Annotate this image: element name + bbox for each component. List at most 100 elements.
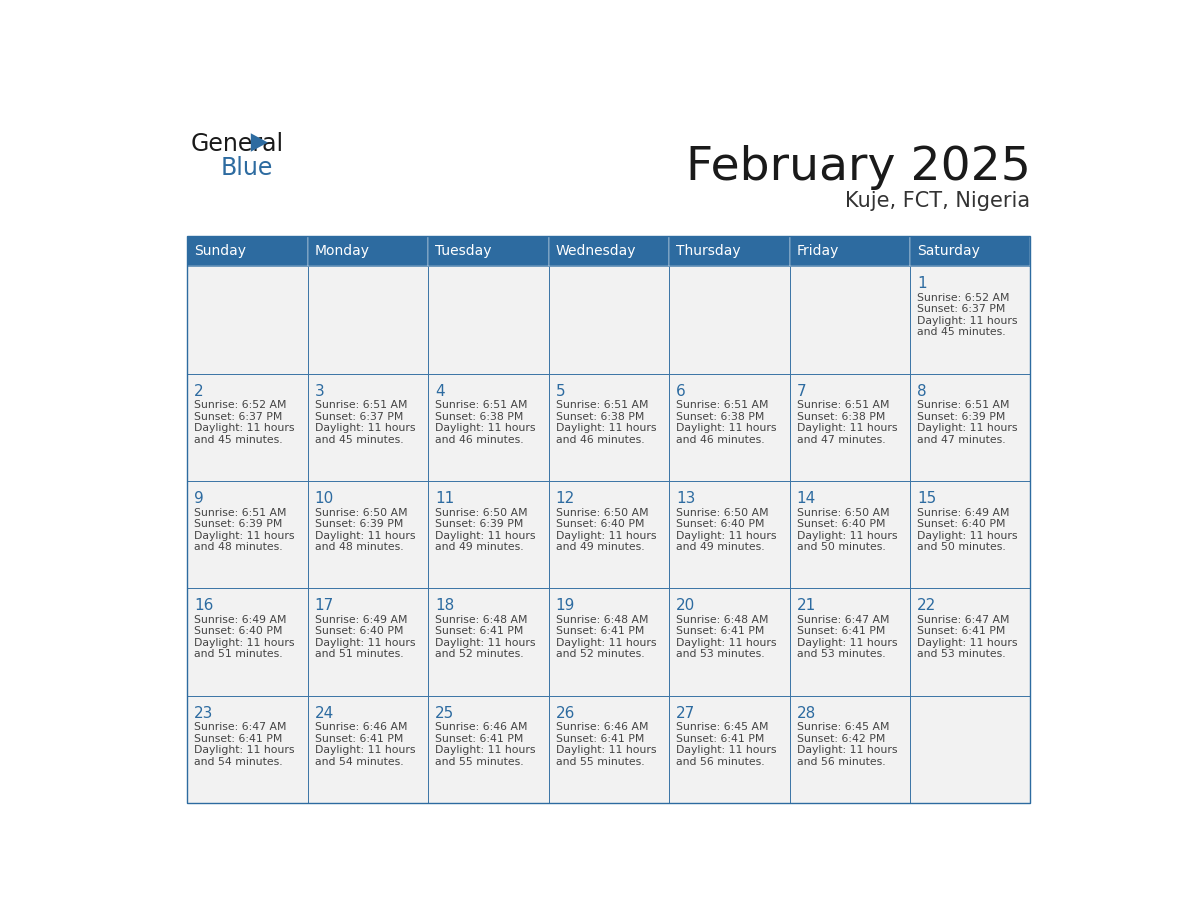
Text: Sunrise: 6:46 AM: Sunrise: 6:46 AM [315,722,407,733]
Text: 20: 20 [676,599,695,613]
Text: Sunrise: 6:50 AM: Sunrise: 6:50 AM [676,508,769,518]
Text: Sunset: 6:41 PM: Sunset: 6:41 PM [796,626,885,636]
Text: Wednesday: Wednesday [556,244,637,258]
Text: Sunset: 6:39 PM: Sunset: 6:39 PM [315,519,403,529]
Text: Sunset: 6:38 PM: Sunset: 6:38 PM [676,412,764,421]
Text: Daylight: 11 hours: Daylight: 11 hours [435,423,536,433]
Text: Daylight: 11 hours: Daylight: 11 hours [435,745,536,756]
Text: Sunset: 6:40 PM: Sunset: 6:40 PM [917,519,1005,529]
Text: Daylight: 11 hours: Daylight: 11 hours [796,423,897,433]
Text: Daylight: 11 hours: Daylight: 11 hours [796,745,897,756]
Text: Sunrise: 6:50 AM: Sunrise: 6:50 AM [796,508,889,518]
Text: and 54 minutes.: and 54 minutes. [315,756,403,767]
Text: Sunset: 6:37 PM: Sunset: 6:37 PM [917,305,1005,315]
Text: 26: 26 [556,706,575,721]
Text: Daylight: 11 hours: Daylight: 11 hours [315,423,415,433]
Text: and 49 minutes.: and 49 minutes. [556,542,644,552]
Text: and 48 minutes.: and 48 minutes. [315,542,403,552]
Text: Sunrise: 6:47 AM: Sunrise: 6:47 AM [194,722,286,733]
Bar [549,236,669,266]
Text: Sunset: 6:37 PM: Sunset: 6:37 PM [315,412,403,421]
Text: Sunset: 6:40 PM: Sunset: 6:40 PM [676,519,765,529]
Text: Daylight: 11 hours: Daylight: 11 hours [315,531,415,541]
Text: 9: 9 [194,491,204,506]
Text: Sunrise: 6:50 AM: Sunrise: 6:50 AM [556,508,649,518]
Bar [188,374,308,481]
Text: Daylight: 11 hours: Daylight: 11 hours [435,638,536,648]
Bar [910,236,1030,266]
Text: Sunrise: 6:49 AM: Sunrise: 6:49 AM [194,615,286,625]
Text: Daylight: 11 hours: Daylight: 11 hours [676,531,777,541]
Bar [188,588,308,696]
Text: and 47 minutes.: and 47 minutes. [796,434,885,444]
Text: Daylight: 11 hours: Daylight: 11 hours [194,745,295,756]
Text: Sunset: 6:38 PM: Sunset: 6:38 PM [796,412,885,421]
Text: Sunrise: 6:50 AM: Sunrise: 6:50 AM [315,508,407,518]
Text: Blue: Blue [221,155,273,180]
Bar [308,481,428,588]
Text: 18: 18 [435,599,454,613]
Text: and 56 minutes.: and 56 minutes. [796,756,885,767]
Text: and 48 minutes.: and 48 minutes. [194,542,283,552]
Bar [790,481,910,588]
Bar [308,266,428,374]
Text: and 45 minutes.: and 45 minutes. [917,327,1005,337]
Bar [188,236,1030,803]
Bar [549,266,669,374]
Text: and 56 minutes.: and 56 minutes. [676,756,765,767]
Bar [790,374,910,481]
Bar [428,266,549,374]
Text: 14: 14 [796,491,816,506]
Bar [910,374,1030,481]
Text: 22: 22 [917,599,936,613]
Text: Daylight: 11 hours: Daylight: 11 hours [917,423,1017,433]
Text: Sunset: 6:41 PM: Sunset: 6:41 PM [435,733,524,744]
Text: and 55 minutes.: and 55 minutes. [556,756,644,767]
Bar [549,588,669,696]
Text: Sunrise: 6:49 AM: Sunrise: 6:49 AM [917,508,1010,518]
Text: Sunrise: 6:47 AM: Sunrise: 6:47 AM [917,615,1010,625]
Text: Sunset: 6:41 PM: Sunset: 6:41 PM [556,733,644,744]
Text: Sunset: 6:41 PM: Sunset: 6:41 PM [435,626,524,636]
Text: Daylight: 11 hours: Daylight: 11 hours [194,531,295,541]
Text: Daylight: 11 hours: Daylight: 11 hours [194,423,295,433]
Text: Sunrise: 6:48 AM: Sunrise: 6:48 AM [676,615,769,625]
Text: and 46 minutes.: and 46 minutes. [435,434,524,444]
Text: Sunday: Sunday [195,244,246,258]
Bar [188,696,308,803]
Text: 7: 7 [796,384,807,398]
Text: Friday: Friday [797,244,839,258]
Text: Daylight: 11 hours: Daylight: 11 hours [676,745,777,756]
Text: Daylight: 11 hours: Daylight: 11 hours [676,423,777,433]
Text: Daylight: 11 hours: Daylight: 11 hours [556,423,656,433]
Bar [188,266,308,374]
Text: Sunset: 6:41 PM: Sunset: 6:41 PM [194,733,283,744]
Text: and 55 minutes.: and 55 minutes. [435,756,524,767]
Text: Sunrise: 6:45 AM: Sunrise: 6:45 AM [676,722,769,733]
Text: 5: 5 [556,384,565,398]
Text: Sunrise: 6:51 AM: Sunrise: 6:51 AM [435,400,527,410]
Text: and 53 minutes.: and 53 minutes. [676,649,765,659]
Bar [188,481,308,588]
Polygon shape [251,133,267,151]
Bar [428,696,549,803]
Text: Sunset: 6:41 PM: Sunset: 6:41 PM [676,733,764,744]
Bar [308,236,428,266]
Text: Sunset: 6:41 PM: Sunset: 6:41 PM [917,626,1005,636]
Text: Thursday: Thursday [676,244,741,258]
Bar [428,236,549,266]
Text: 27: 27 [676,706,695,721]
Text: Daylight: 11 hours: Daylight: 11 hours [315,745,415,756]
Bar [549,696,669,803]
Text: Sunrise: 6:51 AM: Sunrise: 6:51 AM [556,400,649,410]
Bar [669,696,790,803]
Bar [669,266,790,374]
Text: 17: 17 [315,599,334,613]
Text: and 50 minutes.: and 50 minutes. [796,542,885,552]
Text: Sunset: 6:40 PM: Sunset: 6:40 PM [315,626,403,636]
Text: Daylight: 11 hours: Daylight: 11 hours [556,745,656,756]
Text: 11: 11 [435,491,454,506]
Text: Sunrise: 6:49 AM: Sunrise: 6:49 AM [315,615,407,625]
Text: 8: 8 [917,384,927,398]
Bar [428,588,549,696]
